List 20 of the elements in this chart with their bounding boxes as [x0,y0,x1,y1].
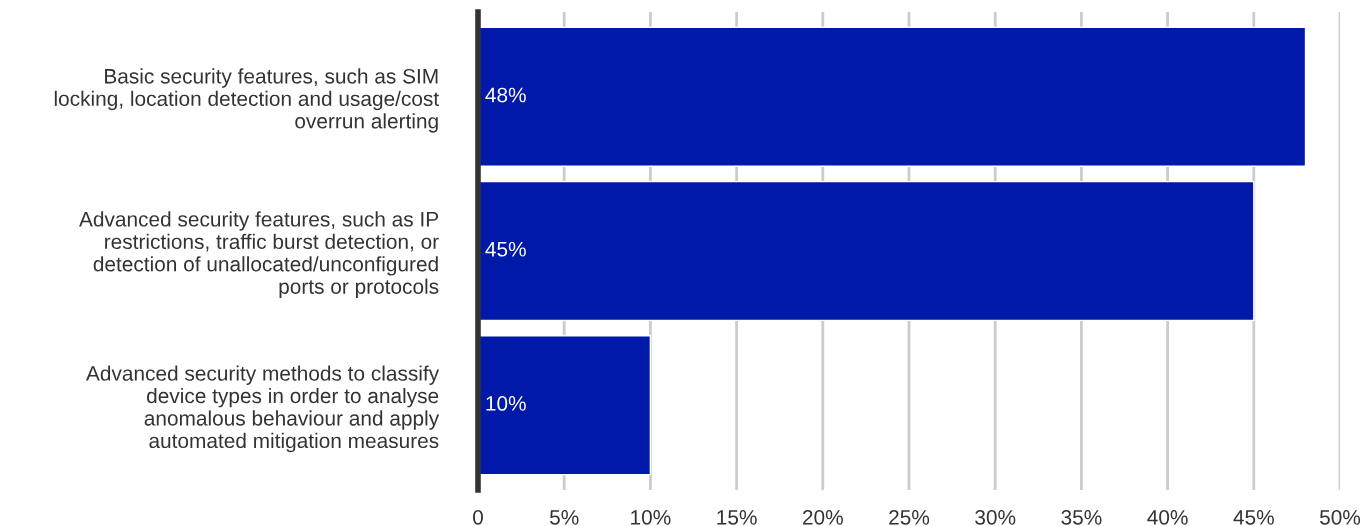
x-tick-label: 20% [803,509,843,525]
data-label: 48% [485,87,526,103]
bar [478,180,1255,322]
x-tick-label: 5% [549,510,579,525]
x-tick-label: 0 [473,509,483,525]
x-tick-label: 10% [631,509,671,525]
data-label: 45% [485,241,526,257]
x-tick-label: 40% [1147,509,1188,525]
x-tick-label: 35% [1061,509,1102,525]
x-tick-label: 30% [975,509,1016,525]
data-label: 10% [486,396,526,411]
bar [478,335,652,476]
y-tick-label: Advanced security features, such as IP restrictions, traffic burst detection, or detection of unallocated/unconfigured ports or protocols [79,211,439,299]
bar [478,26,1307,167]
x-tick-label: 15% [717,510,757,525]
x-tick-label: 25% [889,509,930,525]
y-tick-label: Advanced security methods to classify device types in order to analyse anomalous behaviour and apply automated mitigation measures [86,365,440,453]
x-tick-label: 50% [1319,509,1361,525]
x-tick-label: 45% [1233,510,1274,525]
y-tick-label: Basic security features, such as SIM locking, location detection and usage/cost overrun alerting [54,68,439,133]
